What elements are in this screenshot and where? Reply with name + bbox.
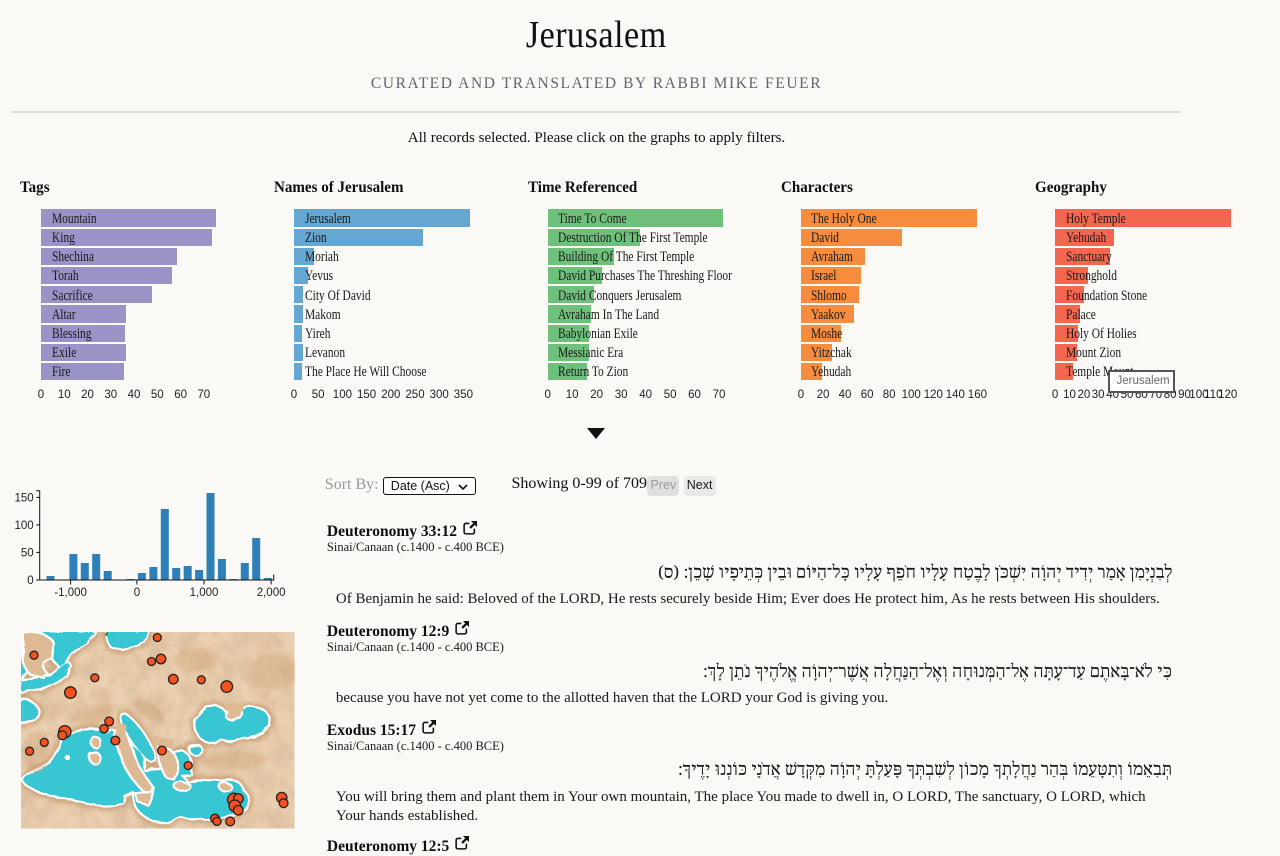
svg-text:50: 50 xyxy=(21,547,34,559)
svg-text:150: 150 xyxy=(15,492,34,504)
svg-text:-1,000: -1,000 xyxy=(54,587,87,599)
svg-text:2,000: 2,000 xyxy=(257,587,286,599)
svg-text:100: 100 xyxy=(15,520,34,532)
svg-text:0: 0 xyxy=(134,587,140,599)
svg-text:0: 0 xyxy=(27,575,33,587)
svg-text:1,000: 1,000 xyxy=(190,587,219,599)
